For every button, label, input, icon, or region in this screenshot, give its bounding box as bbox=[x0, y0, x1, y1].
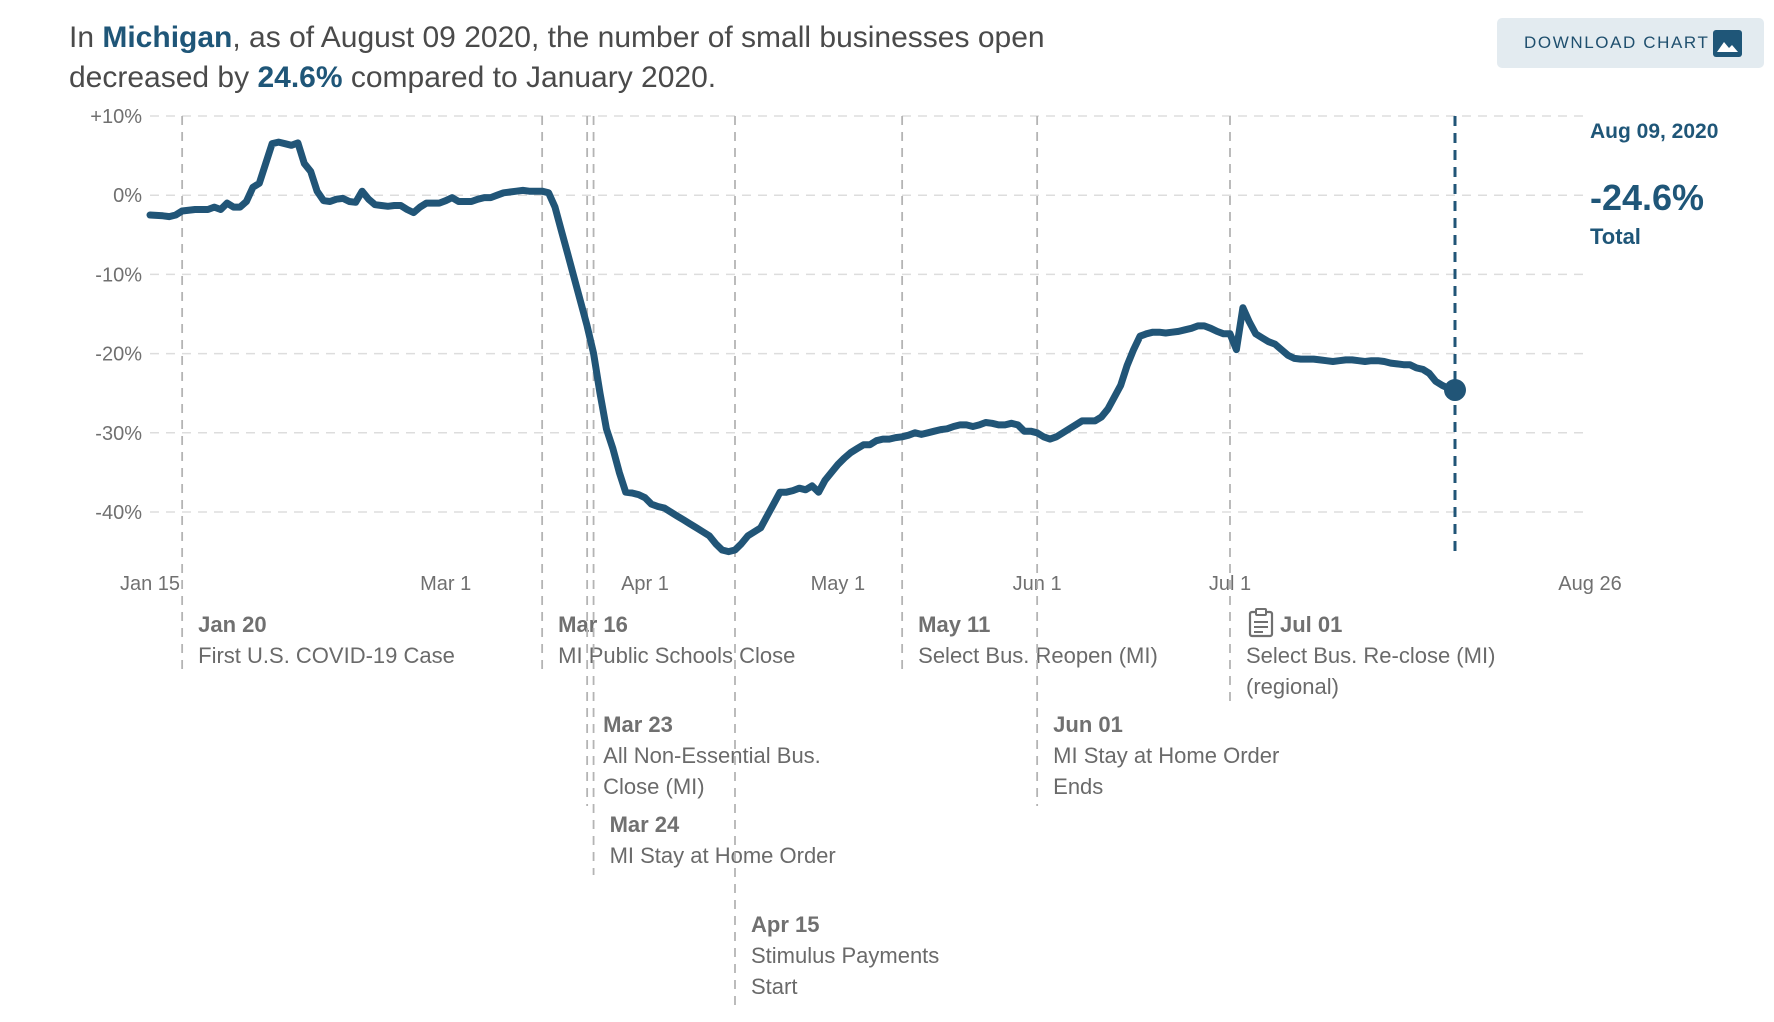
headline-prefix: In bbox=[69, 21, 103, 54]
event-description: Stimulus Payments bbox=[751, 943, 939, 968]
event-description: Close (MI) bbox=[603, 774, 704, 799]
headline: In Michigan, as of August 09 2020, the n… bbox=[69, 18, 1189, 98]
y-tick-label: 0% bbox=[113, 185, 142, 207]
event-date: Jan 20 bbox=[198, 612, 267, 637]
event-date: Apr 15 bbox=[751, 912, 819, 937]
event-description: (regional) bbox=[1246, 674, 1339, 699]
event-description: MI Stay at Home Order bbox=[610, 843, 836, 868]
image-icon bbox=[1713, 30, 1742, 57]
y-tick-label: +10% bbox=[90, 106, 142, 128]
event-description: First U.S. COVID-19 Case bbox=[198, 643, 455, 668]
headline-suffix: compared to January 2020. bbox=[342, 61, 717, 94]
event-date: Mar 23 bbox=[603, 712, 673, 737]
y-tick-label: -20% bbox=[95, 344, 142, 366]
event-description: Start bbox=[751, 974, 797, 999]
event-date: Jul 01 bbox=[1280, 612, 1342, 637]
clipboard-icon bbox=[1248, 608, 1274, 638]
x-tick-label: Aug 26 bbox=[1558, 573, 1621, 595]
event-date: Mar 24 bbox=[610, 812, 680, 837]
event-date: May 11 bbox=[918, 612, 990, 637]
y-tick-label: -30% bbox=[95, 423, 142, 445]
event-description: All Non-Essential Bus. bbox=[603, 743, 821, 768]
download-chart-label: DOWNLOAD CHART bbox=[1524, 33, 1710, 52]
annotation-label: Total bbox=[1590, 224, 1641, 249]
headline-change: 24.6% bbox=[257, 61, 343, 94]
download-chart-button[interactable]: DOWNLOAD CHART bbox=[1497, 18, 1764, 68]
x-tick-label: Apr 1 bbox=[621, 573, 669, 595]
y-tick-label: -10% bbox=[95, 264, 142, 286]
x-tick-label: May 1 bbox=[811, 573, 865, 595]
y-tick-label: -40% bbox=[95, 502, 142, 524]
event-description: Select Bus. Re-close (MI) bbox=[1246, 643, 1495, 668]
headline-middle: , as of August 09 2020, the number of sm… bbox=[69, 21, 1045, 94]
annotation-date: Aug 09, 2020 bbox=[1590, 120, 1718, 143]
series-line bbox=[146, 138, 1459, 556]
event-description: MI Stay at Home Order bbox=[1053, 743, 1279, 768]
event-description: MI Public Schools Close bbox=[558, 643, 795, 668]
x-tick-label: Jan 15 bbox=[120, 573, 180, 595]
event-date: Jun 01 bbox=[1053, 712, 1123, 737]
event-description: Ends bbox=[1053, 774, 1103, 799]
x-tick-label: Mar 1 bbox=[420, 573, 471, 595]
endpoint-marker bbox=[1444, 379, 1466, 402]
headline-state: Michigan bbox=[102, 21, 233, 54]
annotation-value: -24.6% bbox=[1590, 177, 1704, 218]
